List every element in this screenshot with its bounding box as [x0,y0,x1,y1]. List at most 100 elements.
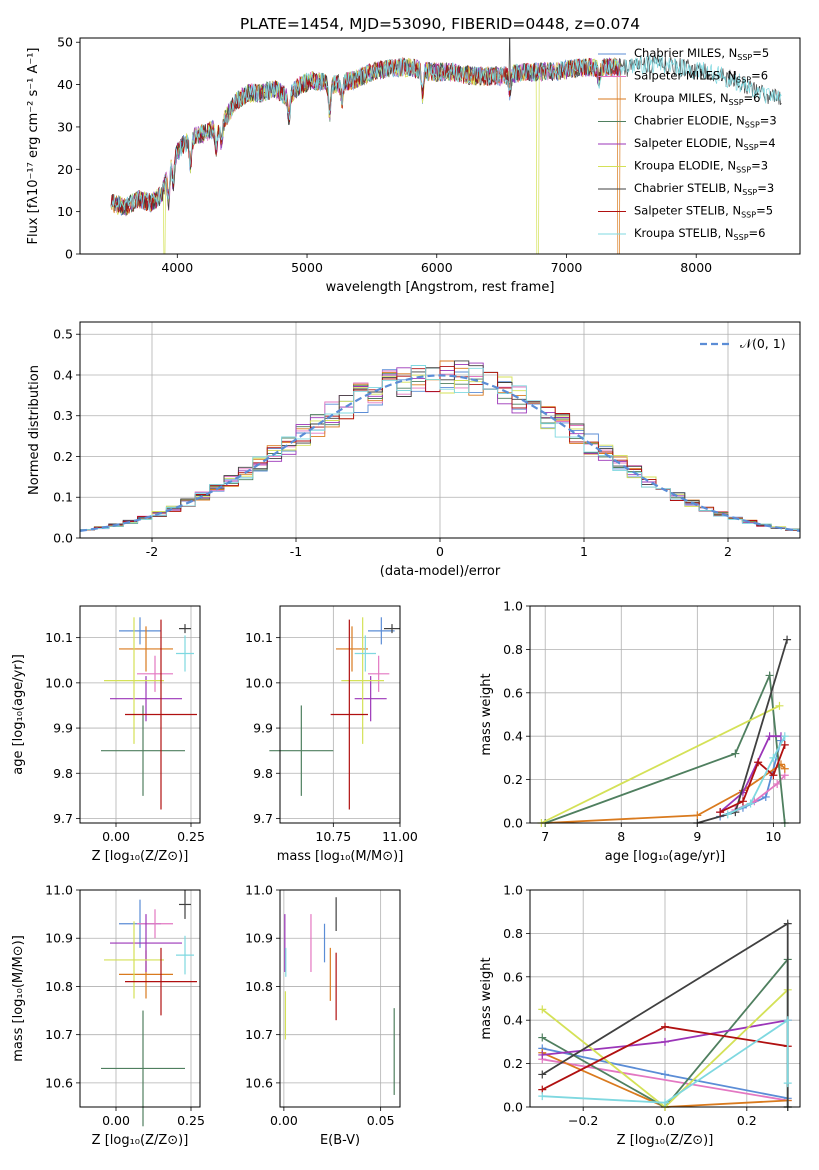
legend-nssp: =5 [752,46,769,60]
weight_vs_age-point-marker [723,810,732,819]
spectrum-xtick-label: 5000 [291,260,323,275]
age_vs_mass-ytick-label: 9.7 [253,811,273,826]
age_vs_Z-ytick-label: 9.7 [53,811,73,826]
age_vs_mass-xlabel: mass [log₁₀(M/M⊙)] [277,849,404,864]
age_vs_Z-points [101,617,197,810]
mass_vs_EBV-points [284,897,395,1095]
legend-nssp: =3 [760,114,777,128]
mass_vs_Z-ytick-label: 10.6 [45,1075,73,1090]
weight_vs_age-xtick-label: 9 [693,829,701,844]
mass_vs_Z-xtick-label: 0.25 [177,1113,205,1128]
age_vs_Z-ytick-label: 9.8 [53,766,73,781]
residuals-ytick-label: 0.3 [53,408,73,423]
mass_vs_EBV-axes: 0.00 0.05 10.6 10.7 10.8 10.9 11.0 E(B-V) [245,883,400,1148]
residuals-xtick-label: -1 [290,544,302,559]
weight_vs_age-ytick-label: 0.6 [503,685,523,700]
gaussian-reference-curve [79,374,801,532]
age_vs_Z-ylabel: age [log₁₀(age/yr)] [11,654,26,775]
weight_vs_Z-point-marker [538,1092,547,1101]
weight_vs_Z-ytick-label: 0.2 [503,1056,523,1071]
age_vs_mass-ytick-label: 9.8 [253,766,273,781]
weight_vs_age-point-marker [754,758,763,767]
weight_vs_age-ytick-label: 0.8 [503,642,523,657]
weight_vs_age-point-marker [780,764,789,773]
spectrum-ytick-label: 10 [57,204,73,219]
residual-histograms [79,360,801,532]
legend-nssp: =6 [751,69,768,83]
weight_vs_Z-point-marker [783,1079,792,1088]
weight_vs_Z-point-marker [538,1033,547,1042]
mass_vs_EBV-frame [279,889,401,1108]
residuals-xtick-label: -2 [146,544,158,559]
legend-subscript: SSP [736,166,751,175]
weight_vs_Z-ytick-label: 0.6 [503,969,523,984]
residual-legend-label: 𝒩(0, 1) [740,336,786,351]
weight_vs_age-xtick-label: 10 [765,829,781,844]
weight_vs_Z-point-marker [661,1037,669,1046]
spectrum-frame [79,37,801,255]
mass_vs_Z-ylabel: mass [log₁₀(M/M⊙)] [11,935,26,1062]
legend-subscript: SSP [745,121,760,130]
residual-histogram-series [80,365,800,531]
spectrum-legend: Chabrier MILES, NSSP=5 Salpeter MILES, NS… [598,46,777,242]
age_vs_Z-frame [79,605,201,824]
weight_vs_Z-point-marker [661,1022,669,1031]
weight_vs_Z-series-line [542,1018,789,1104]
weight_vs_age-xlabel: age [log₁₀(age/yr)] [605,849,726,864]
weight_vs_Z-ytick-label: 1.0 [503,883,523,898]
spectrum-ytick-label: 30 [57,119,73,134]
figure-title: PLATE=1454, MJD=53090, FIBERID=0448, z=0… [240,15,640,33]
weight_vs_age-point-marker [775,701,784,710]
mass_vs_EBV-xtick-label: 0.05 [367,1113,395,1128]
age_vs_mass-xtick-label: 10.75 [315,829,351,844]
spectrum-legend-label: Salpeter STELIB, NSSP=5 [634,204,773,220]
residuals-xtick-label: 0 [436,544,444,559]
spectrum-legend-label: Salpeter ELODIE, NSSP=4 [634,136,776,152]
age_vs_Z-axes: 0.00 0.25 9.7 9.8 9.9 10.0 10.1 Z [log₁₀(Z/Z⊙)]… [11,630,205,864]
weight_vs_age-point-marker [731,749,740,758]
weight_vs_Z-point-marker [661,1098,669,1107]
weight_vs_age-ytick-label: 0.0 [503,816,523,831]
spectrum-legend-label: Kroupa STELIB, NSSP=6 [634,226,765,242]
weight_vs_Z-xlabel: Z [log₁₀(Z/Z⊙)] [617,1133,714,1148]
weight_vs_Z-point-marker [538,1005,547,1014]
weight_vs_Z-point-marker [538,1070,547,1079]
spectrum-xtick-label: 4000 [161,260,193,275]
legend-nssp: =3 [751,159,768,173]
mass_vs_EBV-ytick-label: 10.8 [245,979,273,994]
mass_vs_Z-ytick-label: 10.7 [45,1027,73,1042]
weight_vs_age-point-marker [773,779,782,788]
weight_vs_Z-ylabel: mass weight [479,957,494,1039]
weight_vs_Z-point-marker [538,1050,547,1059]
spectrum-ylabel: Flux [fλ10⁻¹⁷ erg cm⁻² s⁻¹ A⁻¹] [26,48,41,245]
mass_vs_EBV-ytick-label: 10.7 [245,1027,273,1042]
spectrum-xtick-label: 8000 [680,260,712,275]
legend-subscript: SSP [729,98,744,107]
mass_vs_Z-xtick-label: 0.00 [102,1113,130,1128]
spectrum-legend-label: Salpeter MILES, NSSP=6 [634,69,768,85]
mass_vs_Z-points [101,890,197,1127]
age_vs_Z-xtick-label: 0.00 [102,829,130,844]
residuals-xtick-label: 2 [724,544,732,559]
weight_vs_age-xtick-label: 7 [541,829,549,844]
legend-subscript: SSP [741,211,756,220]
residuals-frame [79,321,801,539]
weight_vs_age-point-marker [761,792,770,801]
weight_vs_age-point-marker [716,808,725,817]
weight_vs_age-point-marker [780,740,789,749]
weight_vs_Z-ytick-label: 0.8 [503,926,523,941]
weight_vs_Z-series-line [542,1058,788,1102]
age_vs_mass-points [269,617,400,810]
weight_vs_age-point-marker [780,732,789,741]
legend-subscript: SSP [736,76,751,85]
legend-nssp: =3 [757,181,774,195]
mass_vs_Z-axes: 0.00 0.25 10.6 10.7 10.8 10.9 11.0 Z [log₁₀(Z/Z… [11,883,205,1149]
spectrum-xlabel: wavelength [Angstrom, rest frame] [326,280,555,295]
legend-subscript: SSP [734,233,749,242]
weight_vs_age-point-marker [769,753,778,762]
weight_vs_Z-ytick-label: 0.0 [503,1100,523,1115]
residuals-ytick-label: 0.2 [53,449,73,464]
mass_vs_EBV-ytick-label: 10.9 [245,931,273,946]
weight_vs_Z-frame [529,889,801,1108]
